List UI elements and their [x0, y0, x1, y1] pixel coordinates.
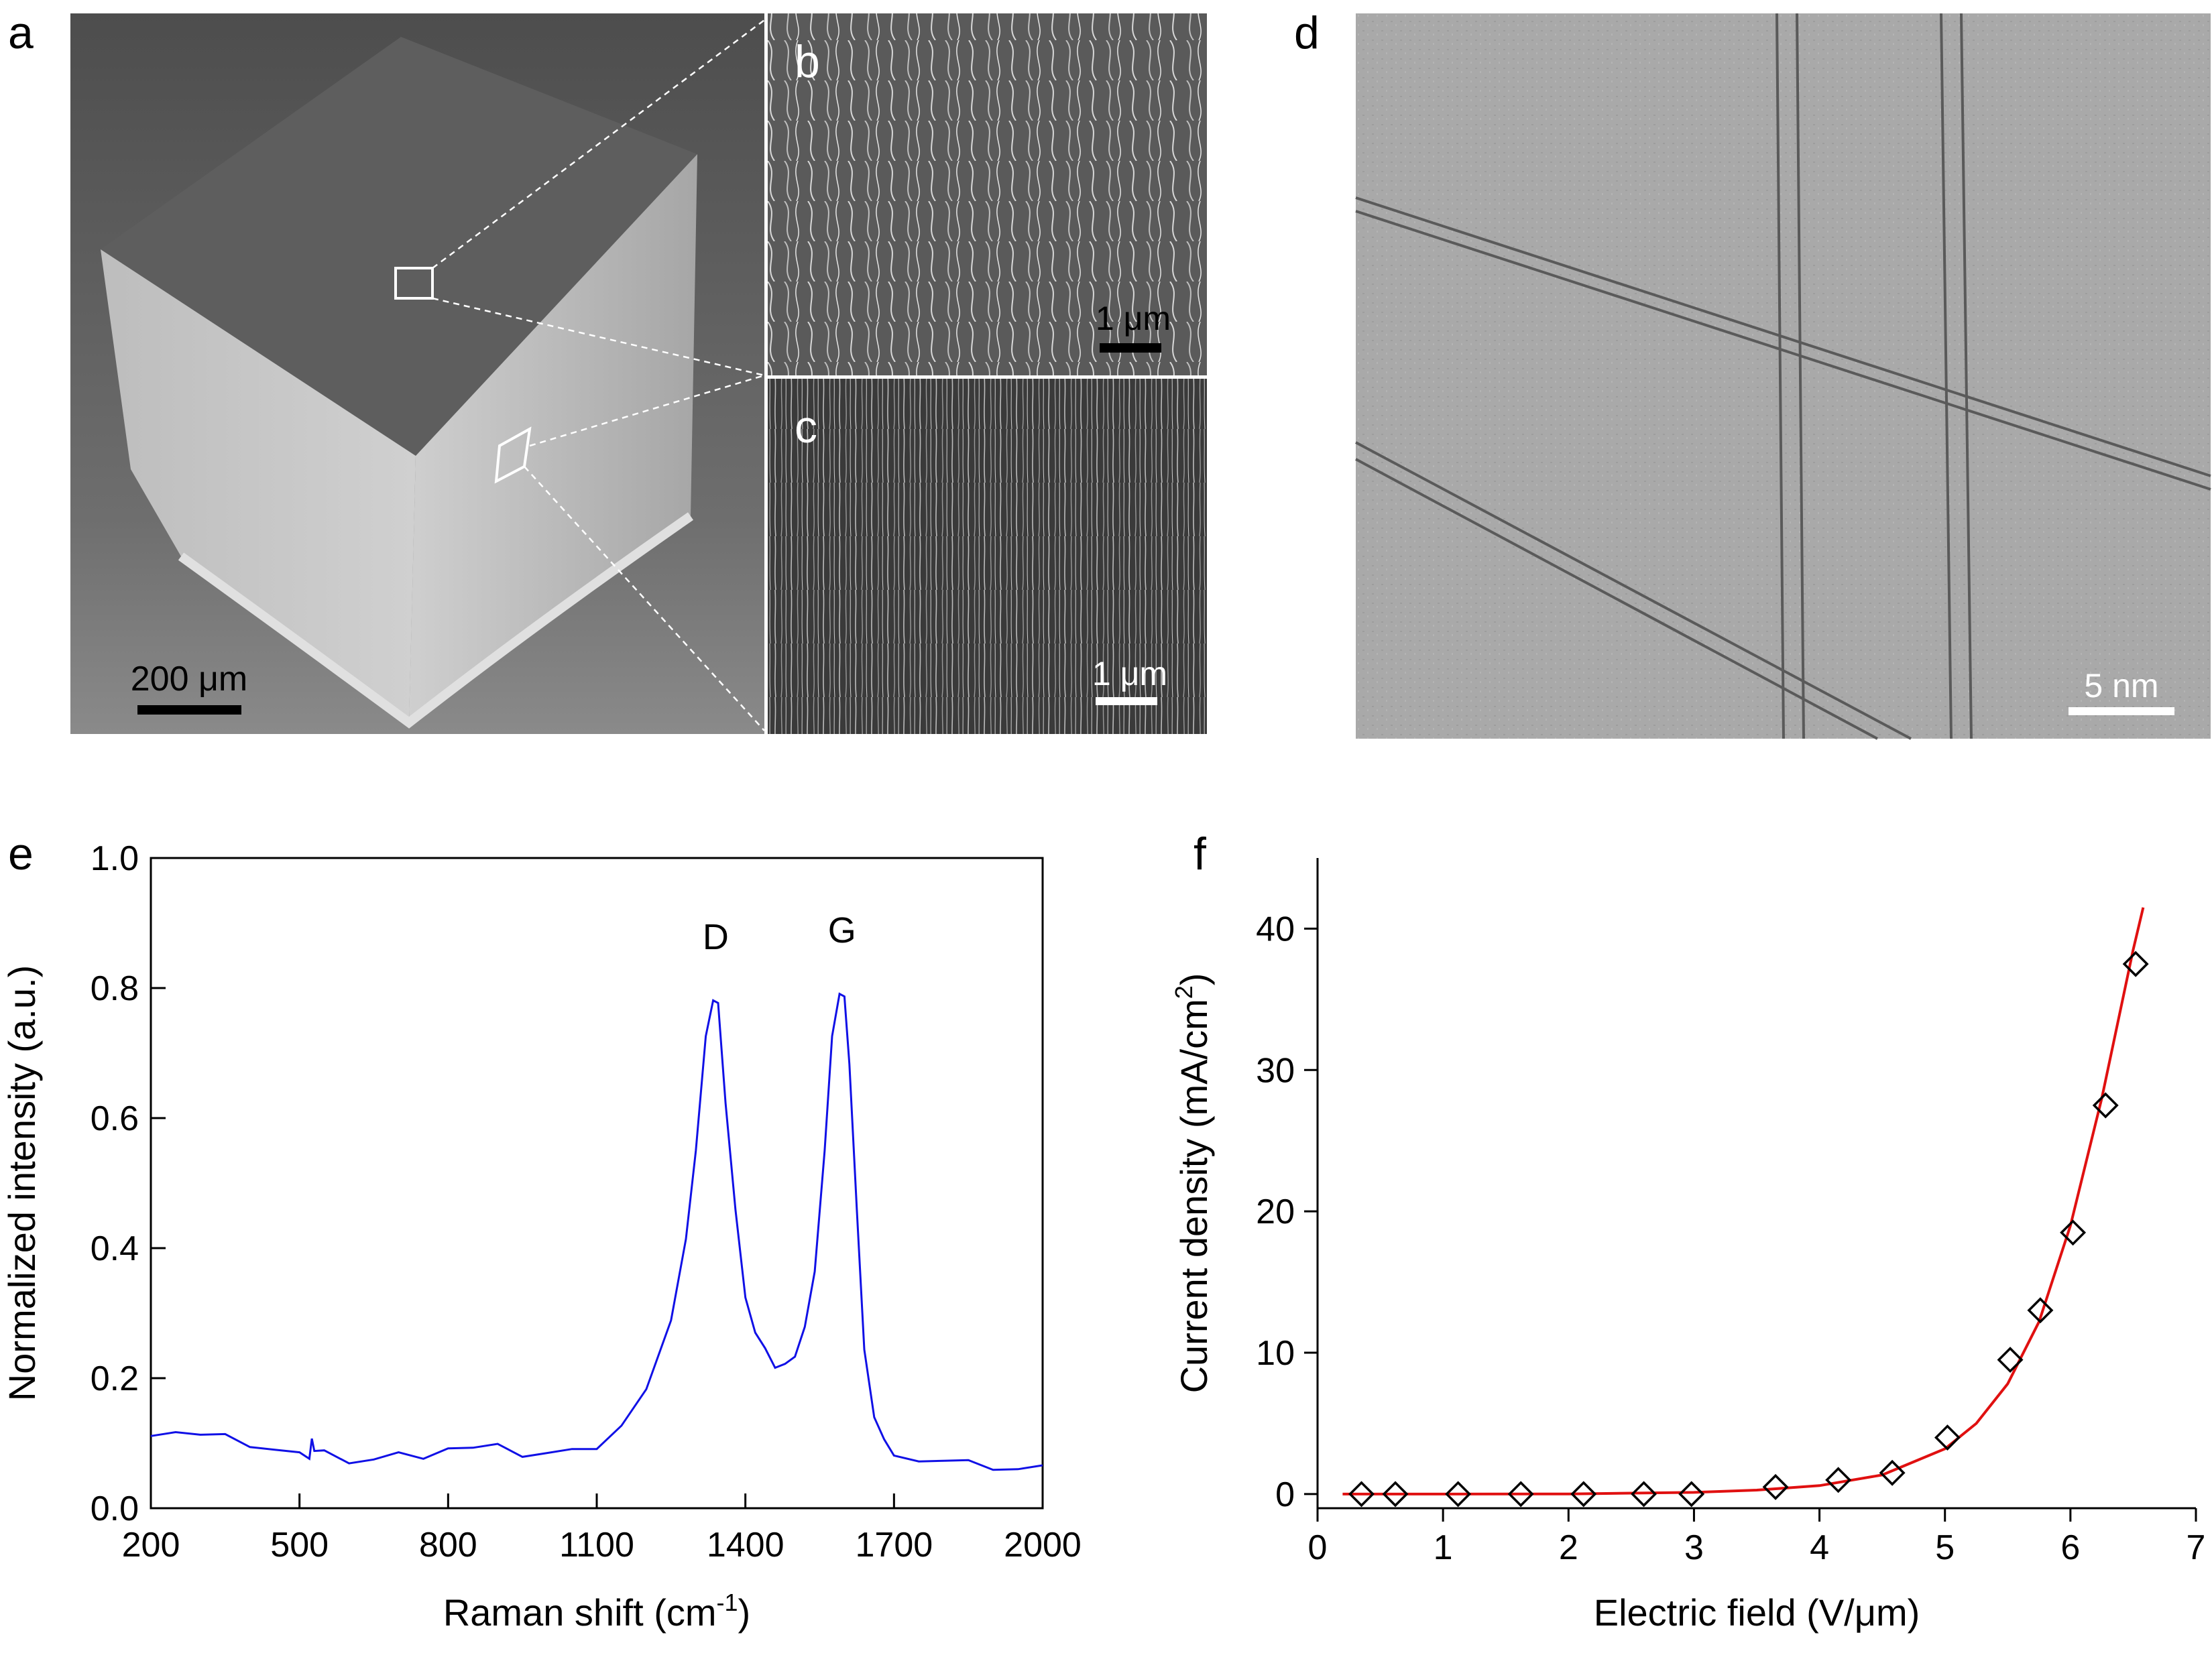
data-point	[1631, 1481, 1657, 1508]
y-tick-label-e: 0.8	[91, 969, 139, 1008]
xlabel-e: Raman shift (cm-1)	[443, 1589, 750, 1634]
x-tick-label-f: 3	[1684, 1528, 1704, 1567]
plot-frame-e	[150, 857, 1044, 1510]
panel-a: 200 μm a	[8, 7, 765, 734]
tick-labels-e: 200 500 800 1100 1400 1700 2000 0.0 0.2 0.4 0.6 0.8…	[91, 839, 1082, 1565]
chart-e: e 200 500 800 1100 1400 1700 2000 0.0 0.2 0.4 0.6 0…	[1, 829, 1082, 1634]
panel-letter-f: f	[1194, 829, 1206, 879]
y-tick-label-f: 30	[1256, 1051, 1295, 1090]
panel-c: 1 μm c	[768, 379, 1207, 734]
y-tick-label-e: 0.0	[91, 1489, 139, 1528]
ylabel-e: Normalized intensity (a.u.)	[1, 965, 43, 1401]
axes-f	[1316, 858, 2196, 1510]
scale-label-d: 5 nm	[2084, 667, 2158, 705]
zoom-lines	[432, 19, 765, 731]
raman-spectrum-line	[150, 992, 1043, 1471]
panel-letter-d: d	[1294, 7, 1320, 58]
peak-label-G: G	[828, 910, 856, 951]
y-tick-label-e: 0.2	[91, 1359, 139, 1398]
y-tick-label-f: 10	[1256, 1334, 1295, 1373]
nanotube-walls	[1355, 13, 2211, 740]
data-point	[1934, 1424, 1961, 1451]
data-point	[2060, 1219, 2087, 1246]
scale-bar-b	[1100, 343, 1161, 353]
panel-letter-a: a	[8, 7, 34, 58]
data-point	[1507, 1481, 1534, 1508]
data-point	[1570, 1481, 1597, 1508]
x-tick-label-f: 5	[1935, 1528, 1955, 1567]
panel-letter-c: c	[795, 402, 817, 452]
data-point	[1382, 1481, 1409, 1508]
axis-ticks-e	[150, 857, 1044, 1510]
panel-d: 5 nm d	[1294, 7, 2211, 740]
x-tick-label-e: 800	[419, 1526, 477, 1565]
x-tick-label-f: 1	[1434, 1528, 1453, 1567]
x-tick-label-e: 500	[270, 1526, 329, 1565]
cube-top-face	[101, 37, 697, 456]
panel-c-image	[768, 379, 1207, 734]
y-tick-label-f: 40	[1256, 910, 1295, 948]
data-point	[2122, 951, 2149, 977]
axis-ticks-f	[1304, 927, 2197, 1522]
chart-f: f 0 1 2 3 4 5 6 7 0 10 20 30 40 Electric field (V/μm…	[1170, 829, 2205, 1634]
x-tick-label-f: 2	[1559, 1528, 1578, 1567]
data-points-f	[1348, 951, 2149, 1508]
data-point	[2027, 1297, 2054, 1324]
data-point	[1348, 1481, 1375, 1508]
scale-bar-a	[137, 705, 241, 715]
data-point	[1825, 1467, 1852, 1493]
x-tick-label-f: 4	[1810, 1528, 1829, 1567]
panel-letter-b: b	[795, 36, 820, 87]
x-tick-label-e: 2000	[1004, 1526, 1082, 1565]
scale-bar-c	[1096, 697, 1157, 705]
scale-bar-d	[2069, 707, 2174, 715]
panel-b: 1 μm b	[768, 13, 1207, 375]
data-point	[1997, 1347, 2024, 1373]
scale-label-a: 200 μm	[131, 660, 247, 698]
ylabel-f: Current density (mA/cm2)	[1170, 973, 1215, 1394]
peak-label-D: D	[703, 917, 729, 957]
x-tick-label-f: 6	[2060, 1528, 2080, 1567]
panel-b-image	[768, 13, 1207, 375]
y-tick-label-e: 1.0	[91, 839, 139, 878]
cube-left-face	[101, 249, 416, 723]
data-point	[1762, 1473, 1789, 1500]
data-point	[1879, 1459, 1906, 1486]
y-tick-label-f: 0	[1275, 1475, 1295, 1514]
cube-base-rim	[178, 512, 693, 729]
data-point	[1678, 1481, 1705, 1508]
xlabel-f: Electric field (V/μm)	[1594, 1591, 1920, 1634]
data-point	[2092, 1092, 2119, 1119]
inset-box-b	[394, 267, 434, 300]
x-tick-label-f: 7	[2187, 1528, 2206, 1567]
x-tick-label-f: 0	[1308, 1528, 1328, 1567]
x-tick-label-e: 1400	[707, 1526, 784, 1565]
x-tick-label-e: 1700	[855, 1526, 933, 1565]
fit-curve	[1342, 907, 2145, 1495]
scale-label-b: 1 μm	[1096, 300, 1171, 337]
scale-label-c: 1 μm	[1092, 655, 1167, 692]
tick-labels-f: 0 1 2 3 4 5 6 7 0 10 20 30 40	[1256, 910, 2205, 1567]
data-point	[1445, 1481, 1472, 1508]
y-tick-label-f: 20	[1256, 1192, 1295, 1231]
x-tick-label-e: 1100	[559, 1526, 634, 1565]
panel-letter-e: e	[8, 829, 34, 879]
x-tick-label-e: 200	[122, 1526, 180, 1565]
y-tick-label-e: 0.4	[91, 1229, 139, 1268]
y-tick-label-e: 0.6	[91, 1099, 139, 1138]
